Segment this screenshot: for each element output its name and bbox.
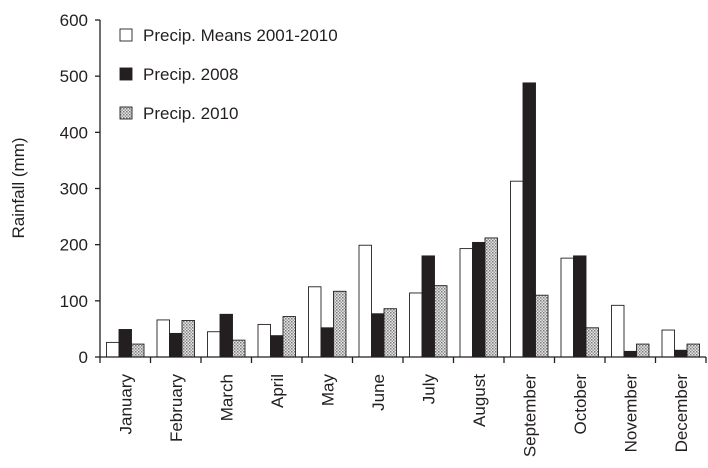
bar-black-december (674, 349, 688, 358)
bar-black-february (169, 332, 183, 358)
x-tick-label: November (621, 374, 640, 453)
bar-dotted-gray-january (131, 343, 145, 358)
bar-black-september (522, 82, 536, 358)
y-tick-label: 300 (60, 180, 88, 199)
bar-black-may (320, 327, 334, 358)
x-tick-label: September (520, 374, 539, 457)
y-tick-label: 500 (60, 67, 88, 86)
bar-marks (106, 82, 700, 358)
bar-dotted-gray-december (686, 343, 700, 358)
legend-swatch-dotted-gray (119, 106, 133, 120)
bar-white-september (510, 180, 524, 358)
y-tick-label: 0 (79, 348, 88, 367)
bar-black-june (371, 313, 385, 358)
x-tick-label: February (167, 374, 186, 443)
y-axis-label: Rainfall (mm) (9, 137, 28, 238)
bar-dotted-gray-september (535, 294, 549, 358)
y-tick-label: 200 (60, 236, 88, 255)
bar-black-january (118, 329, 132, 358)
y-axis: 0 100 200 300 400 500 600 (60, 11, 101, 367)
bar-dotted-gray-march (232, 339, 246, 358)
bar-black-july (421, 255, 435, 358)
x-tick-label: April (268, 374, 287, 408)
y-tick-label: 600 (60, 11, 88, 30)
x-tick-label: January (116, 374, 135, 435)
bar-black-november (623, 350, 637, 358)
x-tick-label: May (318, 374, 337, 407)
bar-dotted-gray-july (434, 285, 448, 358)
bar-white-february (156, 319, 170, 358)
bar-white-june (358, 244, 372, 358)
bar-white-april (257, 323, 271, 358)
bar-white-october (560, 257, 574, 358)
bar-white-january (106, 341, 120, 358)
legend-swatch-black (119, 67, 133, 81)
legend: Precip. Means 2001-2010 Precip. 2008 Preci… (119, 26, 338, 123)
bar-white-august (459, 248, 473, 358)
y-tick-label: 400 (60, 123, 88, 142)
bar-dotted-gray-october (585, 327, 599, 358)
bar-black-march (219, 313, 233, 358)
bar-black-october (573, 255, 587, 358)
bar-white-march (207, 331, 221, 358)
bar-dotted-gray-may (333, 290, 347, 358)
legend-swatch-white (119, 28, 133, 42)
x-tick-label: October (571, 374, 590, 435)
legend-label: Precip. 2008 (143, 65, 238, 84)
legend-label: Precip. Means 2001-2010 (143, 26, 338, 45)
y-tick-label: 100 (60, 292, 88, 311)
x-tick-label: June (369, 374, 388, 411)
x-axis: January February March April May June July Augu… (99, 356, 707, 457)
bar-dotted-gray-november (636, 343, 650, 358)
bar-dotted-gray-august (484, 237, 498, 358)
legend-label: Precip. 2010 (143, 104, 238, 123)
bar-dotted-gray-june (383, 308, 397, 358)
bar-white-november (611, 304, 625, 358)
bar-dotted-gray-april (282, 316, 296, 358)
bar-black-april (270, 335, 284, 358)
bar-black-august (472, 241, 486, 358)
bar-white-may (308, 286, 322, 358)
bar-white-december (661, 329, 675, 358)
x-tick-label: July (419, 374, 438, 405)
x-tick-label: March (217, 374, 236, 421)
x-tick-label: December (672, 374, 691, 453)
x-tick-label: August (470, 374, 489, 427)
bar-white-july (409, 292, 423, 358)
bar-dotted-gray-february (181, 320, 195, 358)
